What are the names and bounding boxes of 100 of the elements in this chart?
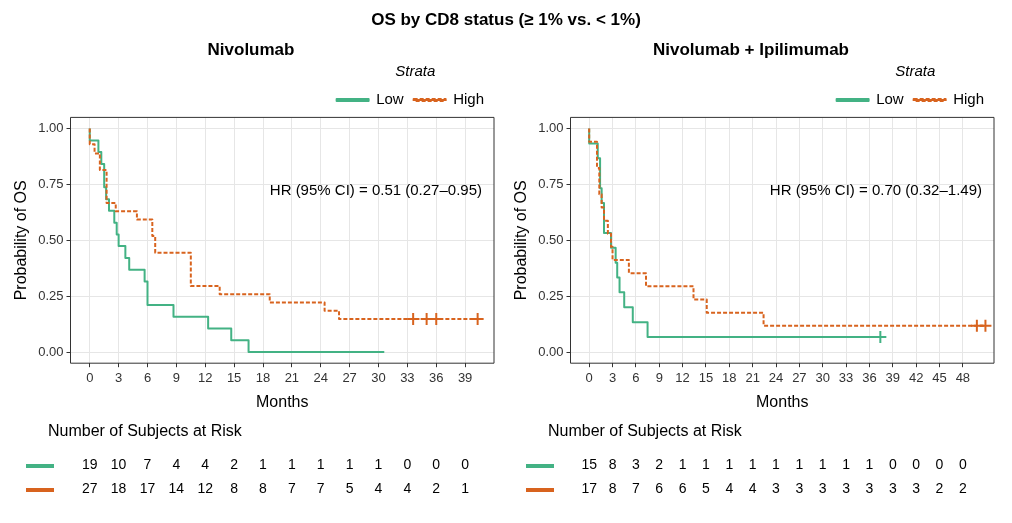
x-tick-label: 39 <box>457 369 473 385</box>
x-tick-label: 18 <box>255 369 271 385</box>
data-label: 4 <box>737 480 768 496</box>
data-label: 18 <box>103 480 134 496</box>
data-label: 8 <box>597 480 628 496</box>
data-label: 8 <box>248 480 278 496</box>
data-label: 2 <box>219 456 250 472</box>
data-label: 3 <box>854 480 885 496</box>
data-label: 7 <box>305 480 336 496</box>
data-label: 4 <box>714 480 745 496</box>
x-tick-label: 6 <box>632 369 640 385</box>
data-label: 1 <box>761 456 792 472</box>
x-tick-label: 39 <box>885 369 901 385</box>
y-tick-label: 0.75 <box>38 176 64 192</box>
chart-title: OS by CD8 status (≥ 1% vs. < 1%) <box>370 9 642 31</box>
x-tick-label: 21 <box>745 369 760 385</box>
data-label: 8 <box>597 456 628 472</box>
y-axis-title: Probability of OS <box>12 180 30 301</box>
data-label: 7 <box>132 456 163 472</box>
y-tick-label: 0.00 <box>538 343 564 359</box>
x-tick-label: 18 <box>722 369 737 385</box>
x-tick-label: 15 <box>226 369 242 385</box>
x-tick-label: 15 <box>698 369 714 385</box>
data-label: 1 <box>854 456 885 472</box>
data-label: 2 <box>947 480 978 496</box>
x-tick-label: 12 <box>198 369 213 385</box>
x-tick-label: 0 <box>86 369 94 385</box>
data-label: 1 <box>248 456 278 472</box>
annotation: HR (95% CI) = 0.51 (0.27–0.95) <box>269 181 482 199</box>
data-label: 8 <box>219 480 250 496</box>
data-label: 1 <box>737 456 768 472</box>
y-tick-label: 1.00 <box>38 120 64 136</box>
chart-subtitle: Nivolumab + Ipilimumab <box>652 39 850 59</box>
data-label: 1 <box>690 456 721 472</box>
data-label: 1 <box>276 456 307 472</box>
data-label: 1 <box>305 456 336 472</box>
x-tick-label: 21 <box>284 369 300 385</box>
x-tick-label: 0 <box>585 369 593 385</box>
legend-title: Strata <box>395 62 436 80</box>
x-tick-label: 36 <box>862 369 877 385</box>
data-label: 1 <box>784 456 815 472</box>
y-axis-title: Probability of OS <box>512 180 530 301</box>
data-label: 0 <box>421 456 452 472</box>
legend-label: Low <box>376 90 404 108</box>
chart-subtitle: Nivolumab <box>207 39 295 59</box>
data-label: 14 <box>161 480 192 496</box>
data-label: 0 <box>901 456 932 472</box>
data-label: 3 <box>807 480 838 496</box>
chart-title: Number of Subjects at Risk <box>48 422 242 440</box>
data-label: 0 <box>947 456 978 472</box>
data-label: 1 <box>714 456 745 472</box>
y-tick-label: 0.25 <box>38 287 64 303</box>
chart-title: Number of Subjects at Risk <box>548 422 742 440</box>
data-label: 15 <box>574 456 605 472</box>
x-tick-label: 3 <box>115 369 123 385</box>
data-label: 10 <box>103 456 134 472</box>
legend-label: Low <box>876 90 904 108</box>
x-tick-label: 9 <box>655 369 663 385</box>
data-label: 12 <box>190 480 221 496</box>
data-label: 5 <box>690 480 721 496</box>
data-label: 1 <box>807 456 838 472</box>
legend-title: Strata <box>895 62 936 80</box>
data-label: 7 <box>620 480 651 496</box>
x-axis-title: Months <box>756 392 809 410</box>
data-label: 1 <box>363 456 394 472</box>
legend-label: High <box>453 90 485 108</box>
x-tick-label: 24 <box>313 369 328 385</box>
x-tick-label: 45 <box>932 369 947 385</box>
x-tick-label: 33 <box>838 369 854 385</box>
data-label: 27 <box>74 480 105 496</box>
annotation: HR (95% CI) = 0.70 (0.32–1.49) <box>769 181 982 199</box>
data-label: 0 <box>877 456 908 472</box>
data-label: 6 <box>644 480 675 496</box>
x-tick-label: 24 <box>768 369 784 385</box>
x-tick-label: 30 <box>815 369 830 385</box>
x-tick-label: 36 <box>429 369 444 385</box>
data-label: 3 <box>784 480 815 496</box>
x-tick-label: 12 <box>675 369 690 385</box>
data-label: 6 <box>667 480 698 496</box>
x-tick-label: 30 <box>371 369 386 385</box>
data-label: 3 <box>901 480 932 496</box>
y-tick-label: 0.00 <box>38 343 64 359</box>
data-label: 2 <box>421 480 452 496</box>
x-tick-label: 9 <box>172 369 180 385</box>
x-axis-title: Months <box>256 392 309 410</box>
data-label: 5 <box>334 480 365 496</box>
data-label: 17 <box>574 480 605 496</box>
data-label: 1 <box>334 456 365 472</box>
data-label: 4 <box>363 480 394 496</box>
data-label: 19 <box>74 456 105 472</box>
data-label: 1 <box>831 456 862 472</box>
data-label: 1 <box>450 480 481 496</box>
data-label: 4 <box>392 480 423 496</box>
y-tick-label: 1.00 <box>538 120 564 136</box>
data-label: 0 <box>450 456 481 472</box>
data-label: 3 <box>877 480 908 496</box>
y-tick-label: 0.50 <box>38 231 64 247</box>
data-label: 3 <box>831 480 862 496</box>
data-label: 7 <box>276 480 307 496</box>
data-label: 0 <box>924 456 955 472</box>
